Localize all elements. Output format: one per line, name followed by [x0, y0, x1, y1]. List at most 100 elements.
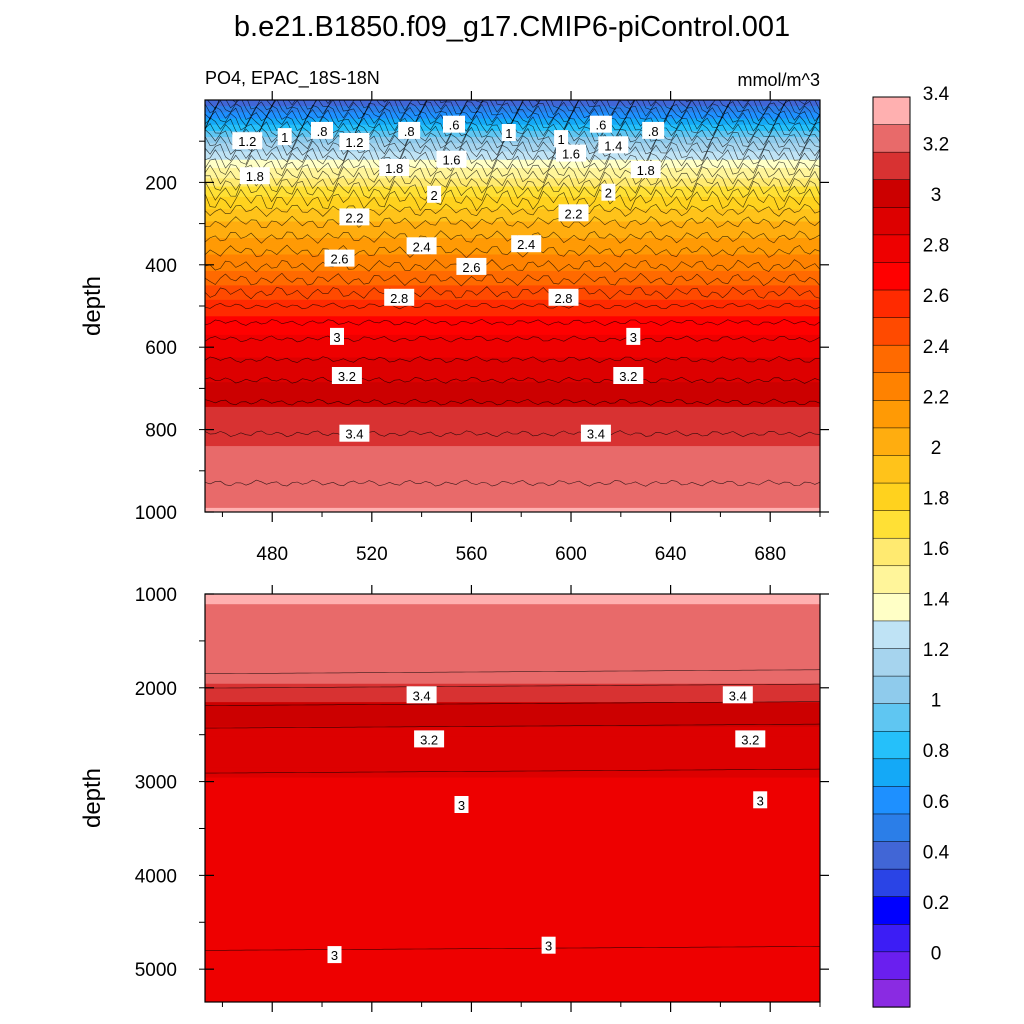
- contour-line: [205, 335, 820, 343]
- contour-band: [205, 985, 820, 989]
- contour-band: [205, 431, 820, 435]
- contour-band: [205, 628, 820, 632]
- contour-label-text: 2.8: [554, 291, 572, 306]
- contour-band: [205, 783, 820, 787]
- contour-band: [205, 775, 820, 779]
- contour-band: [205, 205, 820, 208]
- contour-band: [205, 763, 820, 766]
- contour-band: [205, 110, 820, 113]
- contour-band: [205, 314, 820, 317]
- contour-band: [205, 620, 820, 624]
- contour-label: .8: [398, 121, 421, 139]
- colorbar-label: 1.2: [923, 640, 949, 661]
- contour-line: [205, 132, 820, 157]
- colorbar-swatch: [872, 565, 911, 595]
- contour-band: [205, 406, 820, 410]
- contour-band: [205, 900, 820, 903]
- contour-band: [205, 196, 820, 200]
- contour-band: [205, 691, 820, 695]
- contour-band: [205, 698, 820, 701]
- contour-band: [205, 822, 820, 826]
- contour-label: 3: [541, 936, 556, 954]
- contour-band: [205, 341, 820, 344]
- contour-band: [205, 683, 820, 687]
- contour-band: [205, 415, 820, 418]
- contour-band: [205, 602, 820, 605]
- contour-band: [205, 738, 820, 742]
- contour-band: [205, 767, 820, 771]
- colorbar-swatch: [872, 758, 911, 788]
- contour-label-text: 3: [545, 939, 552, 954]
- contour-band: [205, 281, 820, 284]
- x-tick-label: 600: [555, 544, 587, 565]
- contour-band: [205, 497, 820, 501]
- contour-band: [205, 942, 820, 946]
- contour-band: [205, 961, 820, 964]
- colorbar-label: 2.2: [923, 387, 949, 408]
- contour-band: [205, 777, 820, 781]
- colorbar-label: 3.2: [923, 135, 949, 156]
- contour-band: [205, 456, 820, 460]
- contour-band: [205, 881, 820, 885]
- y-tick-label: 5000: [135, 960, 177, 981]
- contour-band: [205, 895, 820, 899]
- contour-label-text: 2.8: [390, 291, 408, 306]
- contour-band: [205, 979, 820, 983]
- contour-band: [205, 824, 820, 828]
- contour-band: [205, 638, 820, 642]
- contour-band: [205, 161, 820, 165]
- contour-band: [205, 468, 820, 472]
- contour-band: [205, 793, 820, 797]
- contour-band: [205, 657, 820, 660]
- contour-band: [205, 332, 820, 336]
- contour-band: [205, 938, 820, 942]
- contour-band: [205, 677, 820, 681]
- contour-label-text: 3.4: [345, 427, 363, 442]
- colorbar-swatch: [872, 96, 911, 126]
- contour-band: [205, 920, 820, 924]
- contour-band: [205, 910, 820, 913]
- contour-label: 1.8: [239, 167, 270, 185]
- contour-line: [207, 100, 820, 112]
- contour-band: [205, 293, 820, 297]
- contour-band: [205, 640, 820, 644]
- contour-band: [205, 861, 820, 864]
- contour-band: [205, 953, 820, 956]
- contour-band: [205, 190, 820, 194]
- contour-band: [205, 306, 820, 309]
- contour-line: [205, 203, 820, 217]
- contour-band: [205, 268, 820, 272]
- contour-label: 2.2: [558, 204, 589, 222]
- contour-band: [205, 143, 820, 146]
- contour-band: [205, 696, 820, 699]
- contour-band: [205, 326, 820, 330]
- lower-y-axis-label: depth: [79, 768, 106, 828]
- contour-band: [205, 351, 820, 354]
- lower-panel: 3.4 3.4 3.2 3.2 3 3 3 3 1000 2000 3000 4000 5000 de…: [79, 585, 829, 1012]
- contour-band: [205, 667, 820, 671]
- contour-band: [205, 700, 820, 703]
- upper-contour-labels: 1.2 1.81.2.8.61 1.6.81.81.81.6 1.61.41.822.…: [232, 115, 665, 442]
- colorbar-label: 0.6: [923, 792, 949, 813]
- contour-band: [205, 773, 820, 777]
- contour-band: [205, 106, 820, 109]
- contour-band: [205, 718, 820, 722]
- contour-band: [205, 897, 820, 901]
- contour-label-text: 3: [458, 798, 465, 813]
- contour-band: [205, 742, 820, 746]
- contour-band: [205, 283, 820, 286]
- y-tick-label: 600: [145, 338, 177, 359]
- contour-band: [205, 421, 820, 425]
- contour-label: 3.2: [613, 367, 644, 384]
- contour-band: [205, 902, 820, 905]
- contour-band: [205, 141, 820, 144]
- contour-band: [205, 258, 820, 262]
- contour-label-text: 2.4: [413, 239, 431, 254]
- contour-band: [205, 318, 820, 322]
- contour-band: [205, 751, 820, 754]
- contour-band: [205, 594, 820, 597]
- contour-line: [205, 286, 820, 300]
- contour-band: [205, 632, 820, 636]
- contour-band: [205, 598, 820, 601]
- contour-label-text: 1.6: [562, 147, 580, 162]
